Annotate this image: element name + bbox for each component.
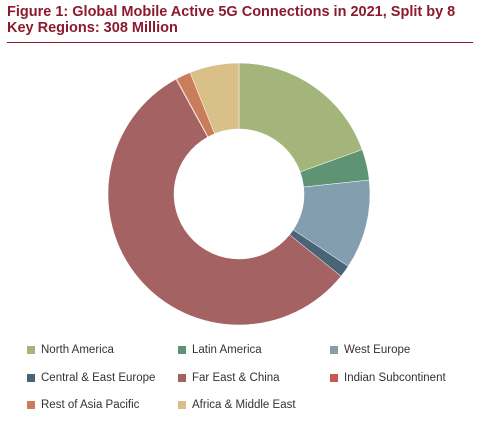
title-divider	[7, 42, 473, 43]
slice-far-east-and-china	[107, 78, 342, 326]
chart-title: Figure 1: Global Mobile Active 5G Connec…	[7, 4, 456, 36]
slice-africa-and-middle-east	[189, 62, 240, 135]
slice-north-america	[238, 62, 363, 173]
